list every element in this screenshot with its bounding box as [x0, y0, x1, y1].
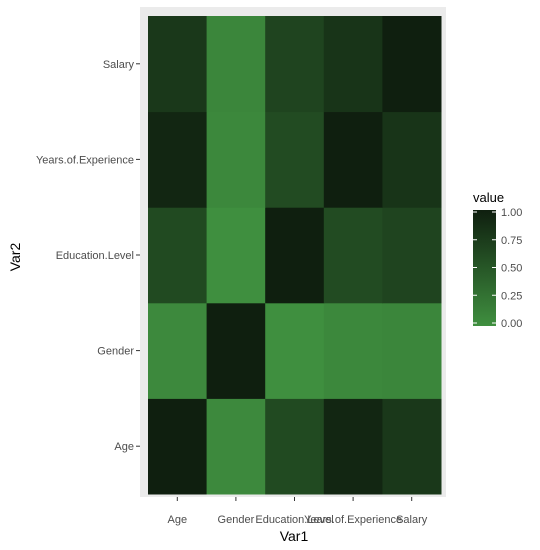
heatmap-tile-years-of-experience-salary	[323, 16, 383, 113]
heatmap-tile-salary-years-of-experience	[382, 111, 442, 208]
heatmap-tile-education-level-gender	[265, 302, 325, 399]
legend-title: value	[473, 190, 504, 205]
legend-label-1-00: 1.00	[501, 207, 522, 219]
heatmap-tile-gender-salary	[206, 16, 266, 113]
heatmap-tile-salary-salary	[382, 16, 442, 113]
heatmap-tile-education-level-age	[265, 398, 325, 495]
y-axis: Age Gender Education.Level Years.of.Experie…	[36, 59, 140, 453]
y-axis-title: Var2	[7, 243, 23, 272]
heatmap-tile-gender-education-level	[206, 207, 266, 304]
heatmap-tile-salary-age	[382, 398, 442, 495]
heatmap-tile-age-years-of-experience	[148, 111, 208, 208]
y-tick-label-salary: Salary	[103, 59, 135, 71]
heatmap-tile-age-salary	[148, 16, 208, 113]
x-tick-label-years-of-experience: Years.of.Experience	[304, 514, 402, 526]
legend-label-0-75: 0.75	[501, 235, 522, 247]
legend-label-0-25: 0.25	[501, 290, 522, 302]
heatmap-tile-years-of-experience-age	[323, 398, 383, 495]
x-tick-label-education-level: Education.Level	[255, 514, 333, 526]
legend-label-0-50: 0.50	[501, 263, 522, 275]
x-tick-label-age: Age	[168, 514, 188, 526]
x-tick-label-gender: Gender	[218, 514, 255, 526]
heatmap-tile-education-level-education-level	[265, 207, 325, 304]
y-tick-label-years-of-experience: Years.of.Experience	[36, 154, 134, 166]
heatmap-tile-age-education-level	[148, 207, 208, 304]
legend-colorbar	[473, 210, 496, 326]
x-axis-title: Var1	[280, 528, 309, 544]
heatmap-tile-gender-gender	[206, 302, 266, 399]
heatmap-tile-age-age	[148, 398, 208, 495]
heatmap-tile-education-level-years-of-experience	[265, 111, 325, 208]
legend-ticks: 0.00 0.25 0.50 0.75 1.00	[473, 207, 522, 330]
heatmap-tile-salary-education-level	[382, 207, 442, 304]
heatmap-tile-education-level-salary	[265, 16, 325, 113]
heatmap-tile-years-of-experience-education-level	[323, 207, 383, 304]
heatmap-tile-years-of-experience-gender	[323, 302, 383, 399]
legend: value 0.00 0.25 0.50 0.75 1.00	[473, 190, 522, 330]
x-axis: Age Gender Education.LevelYears.of.Experie…	[168, 497, 428, 526]
legend-label-0-00: 0.00	[501, 318, 522, 330]
heatmap-tile-years-of-experience-years-of-experience	[323, 111, 383, 208]
heatmap-tile-gender-years-of-experience	[206, 111, 266, 208]
y-tick-label-age: Age	[114, 441, 134, 453]
heatmap-tiles	[148, 16, 442, 495]
y-tick-label-gender: Gender	[97, 346, 134, 358]
x-tick-label-salary: Salary	[396, 514, 428, 526]
heatmap-tile-salary-gender	[382, 302, 442, 399]
heatmap-tile-gender-age	[206, 398, 266, 495]
y-tick-label-education-level: Education.Level	[56, 250, 134, 262]
heatmap-tile-age-gender	[148, 302, 208, 399]
